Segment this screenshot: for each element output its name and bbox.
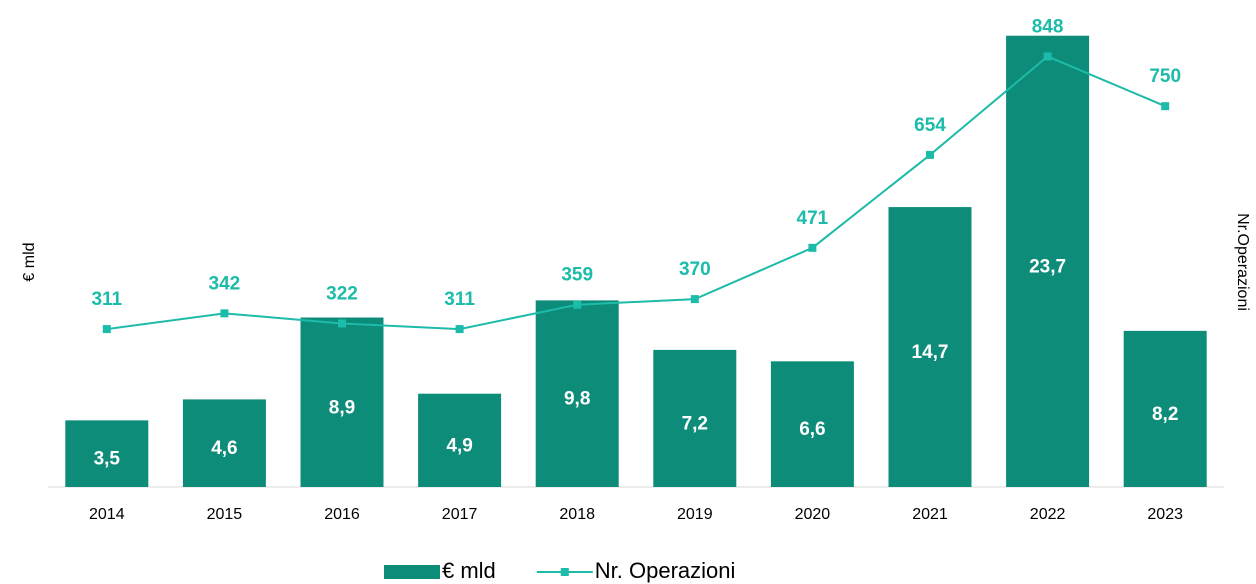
y2-axis-label: Nr.Operazioni (1234, 213, 1251, 311)
bar-value-label: 8,9 (329, 397, 355, 418)
x-tick-label: 2019 (677, 506, 713, 523)
x-tick-label: 2021 (912, 506, 948, 523)
line-value-label: 471 (797, 208, 829, 229)
x-tick-label: 2017 (442, 506, 478, 523)
line-marker (338, 319, 346, 328)
bar-value-label: 23,7 (1029, 256, 1066, 277)
bar (65, 420, 149, 487)
bar-value-label: 3,5 (94, 449, 121, 470)
bar (888, 207, 972, 487)
bar (1123, 330, 1207, 487)
line-marker (926, 150, 934, 159)
legend-label: € mld (442, 558, 496, 583)
line-value-label: 848 (1032, 16, 1064, 37)
bar (770, 361, 854, 487)
bar (418, 393, 502, 487)
x-tick-label: 2023 (1147, 506, 1183, 523)
bar-value-label: 4,9 (446, 435, 472, 456)
x-tick-label: 2015 (207, 506, 243, 523)
bar-value-label: 4,6 (211, 438, 237, 459)
line-value-label: 750 (1149, 66, 1181, 87)
y-axis-label: € mld (21, 242, 38, 281)
bar (653, 349, 737, 487)
legend-swatch-marker (560, 568, 569, 576)
line-marker (1161, 102, 1170, 111)
line-value-label: 359 (561, 265, 593, 286)
line-marker (808, 243, 817, 252)
bar-value-label: 7,2 (682, 413, 708, 434)
line-marker (690, 295, 699, 304)
line-value-label: 311 (91, 289, 122, 310)
line-value-label: 370 (679, 259, 711, 280)
bar (1006, 35, 1090, 488)
x-tick-label: 2018 (559, 506, 595, 523)
x-tick-label: 2014 (89, 506, 125, 523)
bar (535, 300, 619, 487)
x-tick-label: 2022 (1030, 506, 1066, 523)
line-marker (455, 325, 464, 334)
line-value-label: 654 (914, 115, 946, 136)
line-marker (573, 300, 582, 309)
legend-swatch (384, 565, 440, 579)
bar-value-label: 14,7 (912, 342, 949, 363)
line-marker (220, 309, 229, 318)
x-tick-label: 2016 (324, 506, 360, 523)
bar (182, 399, 266, 487)
line-marker (1043, 52, 1052, 61)
bar-value-label: 6,6 (799, 419, 825, 440)
line-value-label: 342 (209, 273, 241, 294)
bar-value-label: 8,2 (1152, 404, 1178, 425)
bar (300, 317, 384, 487)
bar-value-label: 9,8 (564, 389, 590, 410)
line (106, 55, 1166, 331)
legend-label: Nr. Operazioni (595, 558, 736, 583)
line-marker (102, 325, 111, 334)
line-value-label: 322 (326, 284, 358, 305)
x-tick-label: 2020 (795, 506, 831, 523)
line-value-label: 311 (444, 289, 475, 310)
